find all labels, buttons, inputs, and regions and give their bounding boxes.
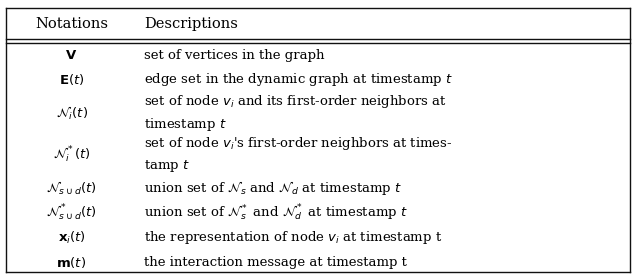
Text: $\mathcal{N}_{s\cup d}^*(t)$: $\mathcal{N}_{s\cup d}^*(t)$	[46, 203, 97, 223]
Text: $\mathcal{N}_i(t)$: $\mathcal{N}_i(t)$	[55, 105, 88, 122]
Text: set of vertices in the graph: set of vertices in the graph	[144, 49, 325, 62]
Text: $\mathbf{m}(t)$: $\mathbf{m}(t)$	[57, 255, 86, 270]
Text: Descriptions: Descriptions	[144, 17, 238, 31]
Text: edge set in the dynamic graph at timestamp $t$: edge set in the dynamic graph at timesta…	[144, 71, 453, 88]
Text: Notations: Notations	[35, 17, 108, 31]
Text: union set of $\mathcal{N}_s^*$ and $\mathcal{N}_d^*$ at timestamp $t$: union set of $\mathcal{N}_s^*$ and $\mat…	[144, 203, 408, 223]
Text: $\mathcal{N}_{s\cup d}(t)$: $\mathcal{N}_{s\cup d}(t)$	[46, 180, 97, 197]
Text: $\mathbf{x}_i(t)$: $\mathbf{x}_i(t)$	[58, 230, 85, 246]
Text: $\mathcal{N}_i^*(t)$: $\mathcal{N}_i^*(t)$	[53, 145, 90, 165]
Text: union set of $\mathcal{N}_s$ and $\mathcal{N}_d$ at timestamp $t$: union set of $\mathcal{N}_s$ and $\mathc…	[144, 179, 403, 197]
Text: $\mathbf{E}(t)$: $\mathbf{E}(t)$	[59, 73, 84, 87]
Text: set of node $v_i$ and its first-order neighbors at: set of node $v_i$ and its first-order ne…	[144, 94, 447, 110]
Text: $\mathbf{V}$: $\mathbf{V}$	[66, 49, 78, 62]
Text: the interaction message at timestamp t: the interaction message at timestamp t	[144, 256, 407, 269]
Text: tamp $t$: tamp $t$	[144, 158, 190, 174]
Text: timestamp $t$: timestamp $t$	[144, 116, 227, 133]
Text: set of node $v_i$'s first-order neighbors at times-: set of node $v_i$'s first-order neighbor…	[144, 135, 453, 152]
Text: the representation of node $v_i$ at timestamp t: the representation of node $v_i$ at time…	[144, 229, 443, 246]
